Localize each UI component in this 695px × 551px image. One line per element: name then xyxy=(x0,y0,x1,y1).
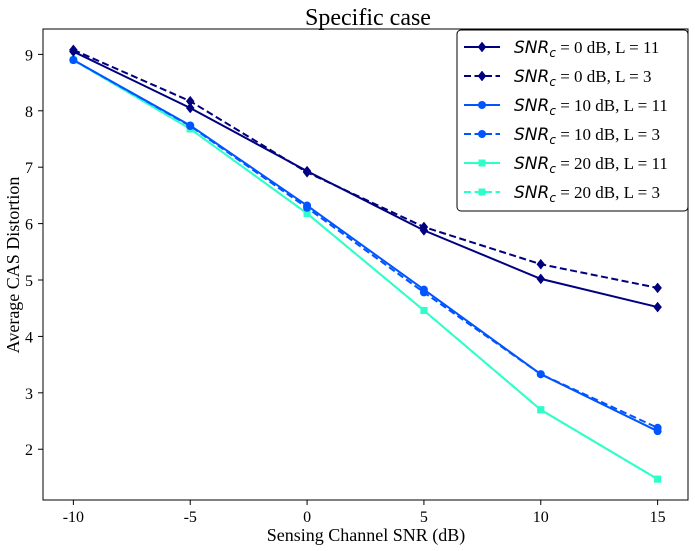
legend-entry: SNRc = 0 dB, L = 11 xyxy=(464,38,659,60)
legend-entry: SNRc = 10 dB, L = 3 xyxy=(464,125,660,147)
x-tick-label: 15 xyxy=(650,509,666,526)
plot-area xyxy=(42,28,689,501)
series-layer xyxy=(69,44,662,483)
legend-entry: SNRc = 20 dB, L = 11 xyxy=(464,154,668,176)
legend-marker xyxy=(477,70,487,82)
data-point xyxy=(69,56,78,65)
data-point xyxy=(419,224,429,236)
series-line xyxy=(72,50,658,309)
data-point xyxy=(303,201,312,210)
y-tick-label: 9 xyxy=(25,47,33,64)
y-tick-label: 3 xyxy=(25,386,33,403)
data-point xyxy=(653,301,662,313)
y-axis: 2 3 4 5 6 7 8 9 xyxy=(25,47,43,459)
legend-entry: SNRc = 0 dB, L = 3 xyxy=(464,67,651,89)
legend-label: SNRc = 20 dB, L = 3 xyxy=(514,183,660,205)
series-line xyxy=(72,48,658,289)
y-axis-label: Average CAS Distortion xyxy=(3,177,23,354)
legend-box xyxy=(456,29,689,212)
x-axis: -10 -5 0 5 10 15 xyxy=(63,500,666,526)
data-point xyxy=(536,258,546,270)
data-point xyxy=(653,427,662,436)
series-3 xyxy=(69,56,662,436)
legend-label: SNRc = 10 dB, L = 11 xyxy=(514,96,668,118)
series-1 xyxy=(69,46,662,313)
plot-frame xyxy=(42,28,689,501)
legend-marker xyxy=(478,101,486,109)
x-tick-label: 10 xyxy=(533,509,549,526)
legend-marker xyxy=(478,130,486,138)
data-point xyxy=(536,273,546,285)
legend-label: SNRc = 20 dB, L = 11 xyxy=(514,154,668,176)
y-tick-label: 5 xyxy=(25,273,33,290)
x-axis-label: Sensing Channel SNR (dB) xyxy=(267,525,466,546)
legend-label: SNRc = 0 dB, L = 11 xyxy=(514,38,659,60)
legend-marker xyxy=(478,188,486,196)
data-point xyxy=(303,209,311,217)
legend-entry: SNRc = 20 dB, L = 3 xyxy=(464,183,660,205)
legend-marker xyxy=(478,159,486,167)
legend-entry: SNRc = 10 dB, L = 11 xyxy=(464,96,668,118)
x-tick-label: -5 xyxy=(184,509,197,526)
data-point xyxy=(653,282,662,294)
data-point xyxy=(536,370,545,379)
data-point xyxy=(302,165,312,177)
series-line xyxy=(72,59,659,480)
x-tick-label: 0 xyxy=(303,509,311,526)
data-point xyxy=(654,475,662,483)
legend-label: SNRc = 10 dB, L = 3 xyxy=(514,125,660,147)
y-tick-label: 6 xyxy=(25,217,33,234)
y-tick-label: 2 xyxy=(25,442,33,459)
legend-label: SNRc = 0 dB, L = 3 xyxy=(514,67,651,89)
data-point xyxy=(186,121,195,130)
legend-marker xyxy=(477,41,487,53)
y-tick-label: 7 xyxy=(25,160,33,177)
data-point xyxy=(537,406,545,414)
data-point xyxy=(420,306,428,314)
data-point xyxy=(419,285,428,294)
series-line xyxy=(72,59,659,433)
data-point xyxy=(69,46,78,57)
legend: SNRc = 0 dB, L = 11 SNRc = 0 dB, L = 3 SNR… xyxy=(456,29,689,212)
x-tick-label: -10 xyxy=(63,509,84,526)
y-tick-label: 8 xyxy=(25,104,33,121)
data-point xyxy=(185,102,195,114)
chart-title: Specific case xyxy=(305,5,431,31)
x-tick-label: 5 xyxy=(420,509,428,526)
y-tick-label: 4 xyxy=(25,329,33,346)
